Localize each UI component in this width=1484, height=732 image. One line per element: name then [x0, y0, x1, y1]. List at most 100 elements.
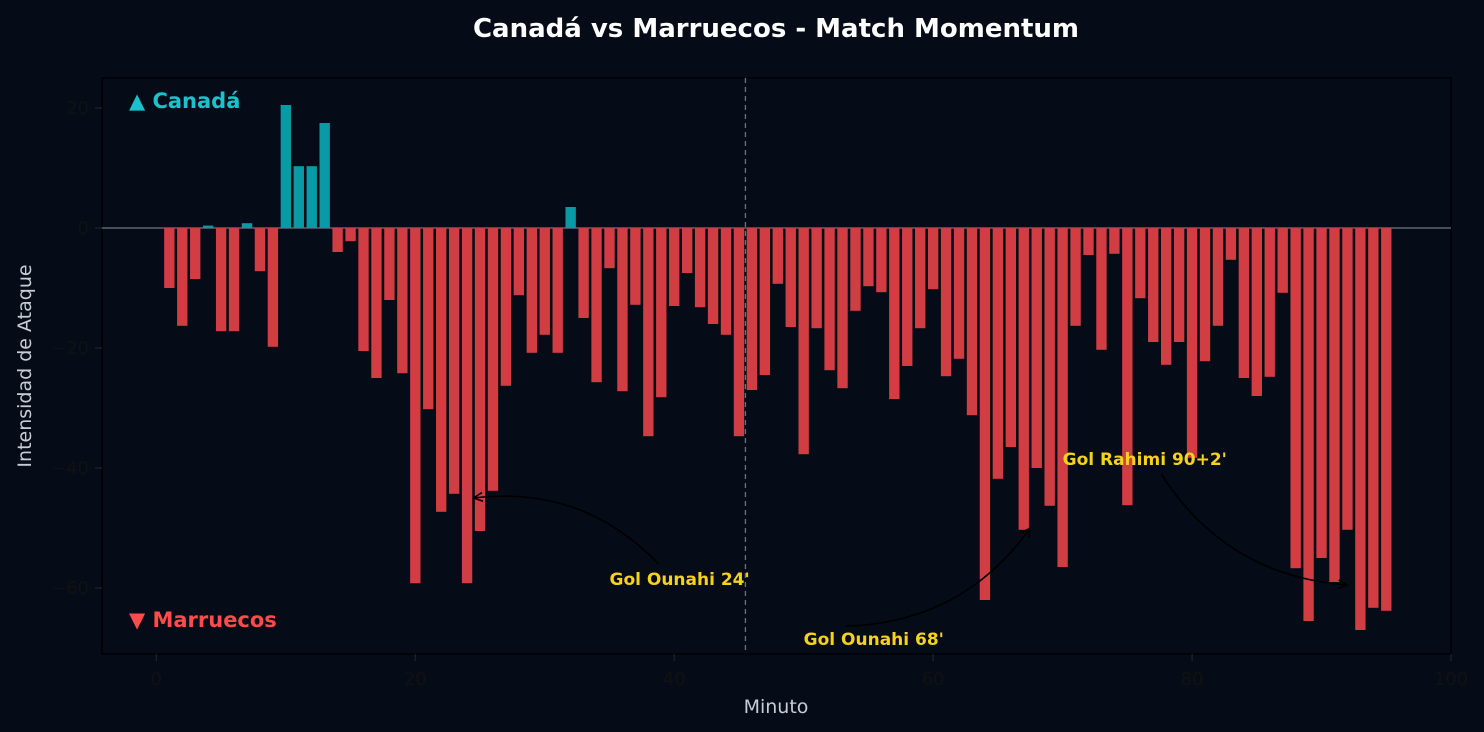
bar-minute-60	[927, 228, 939, 290]
bar-minute-87	[1277, 228, 1288, 293]
bar-minute-28	[513, 228, 525, 296]
bar-minute-65	[992, 228, 1004, 479]
annotation-label: Gol Ounahi 68'	[804, 630, 944, 650]
x-axis-label: Minuto	[744, 696, 809, 718]
bar-minute-71	[1070, 228, 1081, 326]
x-tick-label: 0	[151, 669, 162, 690]
bar-minute-57	[889, 228, 900, 399]
annotation-label: Gol Ounahi 24'	[609, 570, 749, 590]
bar-minute-20	[410, 228, 421, 584]
x-axis: 0 20 40 60 80 100	[151, 654, 1468, 690]
bar-minute-16	[358, 228, 369, 351]
bar-minute-11	[293, 166, 304, 228]
bar-minute-73	[1096, 228, 1107, 350]
bar-minute-59	[915, 228, 926, 329]
bar-minute-86	[1264, 228, 1275, 377]
bar-minute-72	[1083, 228, 1094, 255]
bar-minute-37	[630, 228, 641, 305]
bar-minute-55	[863, 228, 874, 287]
annotation-arrow	[1160, 473, 1348, 586]
bar-minute-25	[474, 228, 486, 531]
bar-minute-47	[759, 228, 771, 375]
bar-minute-15	[345, 228, 356, 242]
bar-minute-54	[850, 228, 861, 311]
bar-minute-35	[604, 228, 615, 269]
y-tick-label: −60	[51, 578, 89, 599]
bar-minute-17	[371, 228, 382, 378]
bar-minute-8	[254, 228, 266, 272]
bar-minute-83	[1225, 228, 1237, 260]
bar-minute-38	[643, 228, 654, 437]
bar-minute-1	[164, 228, 175, 288]
bar-minute-4	[202, 225, 214, 228]
y-tick-label: −40	[51, 458, 89, 479]
bar-minute-9	[267, 228, 279, 347]
annotation-arrow	[473, 495, 660, 565]
bar-minute-34	[591, 228, 602, 383]
bar-minute-30	[539, 228, 550, 335]
bar-minute-78	[1161, 228, 1172, 365]
annotation-arrowhead	[1337, 579, 1350, 590]
x-tick-label: 60	[922, 669, 945, 690]
x-tick-label: 20	[404, 669, 427, 690]
bar-minute-22	[436, 228, 447, 512]
bar-minute-42	[694, 228, 706, 308]
bar-minute-82	[1212, 228, 1224, 326]
bar-minute-90	[1316, 228, 1327, 558]
bar-minute-50	[798, 228, 809, 455]
annotation-arrowhead	[471, 491, 484, 502]
x-tick-label: 80	[1181, 669, 1204, 690]
bar-minute-45	[733, 228, 745, 437]
bar-minute-18	[384, 228, 395, 300]
bar-minute-95	[1381, 228, 1392, 611]
bar-minute-10	[280, 105, 292, 228]
chart-title: Canadá vs Marruecos - Match Momentum	[473, 14, 1079, 44]
bar-minute-12	[306, 166, 317, 228]
bar-minute-41	[681, 228, 693, 273]
annotations-group: Gol Ounahi 24' Gol Ounahi 68' Gol Rahimi 9…	[471, 450, 1350, 650]
bar-minute-48	[772, 228, 783, 284]
bar-minute-68	[1031, 228, 1042, 468]
x-tick-label: 100	[1434, 669, 1468, 690]
annotation-arrowhead	[1021, 526, 1032, 538]
bar-minute-70	[1057, 228, 1068, 567]
bar-minute-58	[902, 228, 913, 366]
bar-minute-66	[1005, 228, 1017, 447]
bar-minute-52	[824, 228, 835, 371]
bar-minute-2	[177, 228, 188, 326]
bar-minute-85	[1251, 228, 1262, 396]
bar-minute-79	[1173, 228, 1185, 342]
bar-minute-32	[565, 207, 576, 228]
bar-minute-51	[811, 228, 822, 329]
bar-minute-44	[720, 228, 732, 335]
bar-minute-46	[746, 228, 758, 390]
bar-minute-53	[837, 228, 848, 389]
bar-minute-93	[1355, 228, 1366, 630]
bar-minute-92	[1342, 228, 1353, 530]
bar-minute-26	[487, 228, 499, 491]
bar-minute-31	[552, 228, 563, 353]
bar-minute-64	[979, 228, 991, 600]
bar-minute-77	[1148, 228, 1159, 342]
bar-minute-7	[241, 223, 253, 228]
bar-minute-80	[1186, 228, 1198, 458]
bar-minute-24	[461, 228, 473, 584]
team-label-morocco: ▼ Marruecos	[129, 608, 277, 632]
bar-minute-27	[500, 228, 512, 386]
annotation-arrow	[845, 527, 1031, 627]
bar-minute-63	[966, 228, 978, 416]
y-axis: 20 0 −20 −40 −60	[51, 98, 102, 599]
bar-minute-3	[190, 228, 201, 279]
y-tick-label: 0	[78, 218, 89, 239]
bar-minute-89	[1303, 228, 1314, 621]
y-tick-label: −20	[51, 338, 89, 359]
bar-minute-40	[669, 228, 680, 306]
bars-group	[164, 105, 1392, 630]
bar-minute-76	[1135, 228, 1146, 299]
bar-minute-56	[876, 228, 887, 293]
bar-minute-75	[1122, 228, 1133, 506]
bar-minute-61	[940, 228, 952, 377]
bar-minute-84	[1238, 228, 1250, 378]
bar-minute-43	[707, 228, 719, 324]
